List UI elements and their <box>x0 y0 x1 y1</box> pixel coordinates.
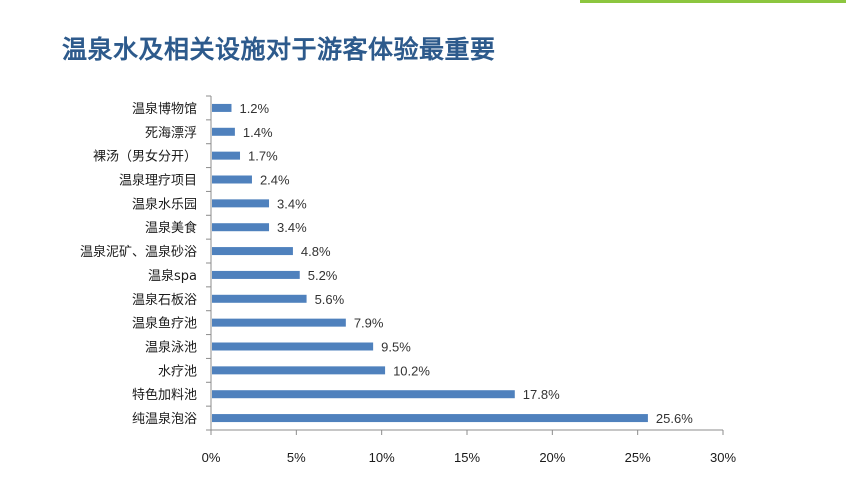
data-label: 10.2% <box>393 363 430 378</box>
bar <box>212 247 293 256</box>
accent-line <box>580 0 846 3</box>
x-tick-label: 20% <box>539 450 565 465</box>
data-label: 9.5% <box>381 340 411 355</box>
bar <box>212 390 515 399</box>
data-label: 3.4% <box>277 220 307 235</box>
data-label: 5.2% <box>308 268 338 283</box>
data-label: 3.4% <box>277 196 307 211</box>
x-tick-label: 25% <box>625 450 651 465</box>
bar <box>212 414 648 423</box>
category-label: 温泉泥矿、温泉砂浴 <box>80 244 197 260</box>
category-label: 纯温泉泡浴 <box>132 411 197 427</box>
x-tick-label: 15% <box>454 450 480 465</box>
x-tick-label: 30% <box>710 450 736 465</box>
bar <box>212 318 346 327</box>
data-label: 5.6% <box>315 292 345 307</box>
bar <box>212 294 307 303</box>
bar <box>212 199 270 208</box>
data-label: 7.9% <box>354 316 384 331</box>
category-label: 温泉博物馆 <box>132 101 197 117</box>
data-label: 17.8% <box>523 387 560 402</box>
category-label: 温泉美食 <box>145 220 197 236</box>
x-tick-label: 0% <box>202 450 221 465</box>
category-label: 温泉spa <box>148 268 197 284</box>
bar <box>212 342 374 351</box>
data-label: 4.8% <box>301 244 331 259</box>
bar <box>212 175 252 184</box>
data-label: 1.2% <box>239 101 269 116</box>
data-label: 1.4% <box>243 125 273 140</box>
bar <box>212 103 232 112</box>
category-label: 水疗池 <box>158 364 197 379</box>
bar <box>212 270 300 279</box>
bar <box>212 151 241 160</box>
data-label: 1.7% <box>248 149 278 164</box>
category-label: 温泉泳池 <box>145 340 197 356</box>
bar <box>212 223 270 232</box>
category-label: 温泉水乐园 <box>132 196 197 212</box>
x-tick-label: 10% <box>369 450 395 465</box>
data-label: 2.4% <box>260 173 290 188</box>
category-label: 温泉理疗项目 <box>119 173 197 189</box>
category-label: 温泉石板浴 <box>132 292 197 308</box>
category-label: 裸汤（男女分开） <box>93 149 197 165</box>
bar <box>212 127 235 136</box>
category-label: 温泉鱼疗池 <box>132 316 197 332</box>
data-label: 25.6% <box>656 411 693 426</box>
category-label: 死海漂浮 <box>145 125 197 141</box>
category-label: 特色加料池 <box>132 387 197 403</box>
bar <box>212 366 386 375</box>
slide-title: 温泉水及相关设施对于游客体验最重要 <box>62 35 496 64</box>
x-tick-label: 5% <box>287 450 306 465</box>
